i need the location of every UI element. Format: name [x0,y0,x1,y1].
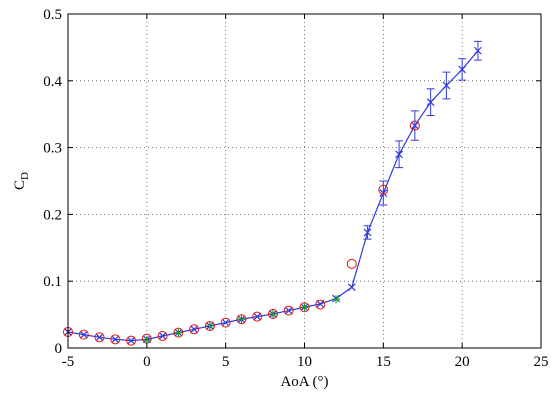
x-tick-label: 10 [297,354,312,370]
series-1-point [79,330,88,339]
series-2-point [315,299,326,310]
series-1-point [284,306,293,315]
series-2-point [157,330,168,341]
series-1-point [363,228,372,237]
series-1-point [395,150,404,159]
series-1-point [426,98,435,107]
series-3-point [142,335,151,344]
plot-frame [67,13,542,349]
series-3-point [205,321,214,330]
x-tick-label: 0 [143,354,151,370]
series-1-point [347,283,356,292]
series-1-line [67,50,479,342]
series-1-point [458,65,467,74]
series-1-point [95,333,104,342]
series-1-point [442,81,451,90]
series-2-point [299,302,310,313]
series-2-point [78,329,89,340]
series-2-point [346,258,357,269]
series-2-point [220,317,231,328]
y-tick-label: 0.2 [43,207,62,223]
series-3-point [332,295,341,304]
x-tick-label: -5 [62,354,75,370]
series-1 [64,40,482,345]
series-2-point [236,314,247,325]
series-1-point [111,335,120,344]
x-axis-label: AoA (°) [280,374,328,390]
series-1-point [474,46,482,55]
series-1-point [316,299,325,308]
y-tick-label: 0.1 [43,274,62,290]
series-2-point [94,332,105,343]
data-series [63,40,482,346]
series-3-point [300,303,309,312]
x-tick-label: 15 [376,354,391,370]
series-3-point [174,328,183,337]
y-axis-label-subscript: D [19,172,31,180]
series-3-point [268,309,277,318]
series-2-point [378,184,389,195]
y-axis-label-main: C [12,180,28,190]
series-1-point [410,121,419,130]
series-2-point [409,120,420,131]
series-1-point [158,332,167,340]
series-2-point [173,327,184,338]
series-1-point [379,189,388,197]
series-2-point [189,324,200,335]
series-2-point [110,334,121,345]
y-axis-label: CD [12,172,31,190]
series-2-point [283,305,294,316]
series-1-point [127,336,135,345]
series-2-point [126,335,137,346]
series-2-point [267,308,278,319]
x-tick-label: 5 [222,354,230,370]
series-2-point [252,311,263,322]
series-2-point [204,320,215,331]
x-tick-label: 25 [534,354,549,370]
series-1-point [253,312,262,321]
grid-lines [68,14,541,348]
y-tick-label: 0.3 [43,141,62,157]
series-1-point [221,318,230,327]
series-2 [63,120,420,346]
series-1-point [190,325,199,334]
series-3-point [237,315,246,324]
y-tick-label: 0 [55,341,63,357]
y-tick-label: 0.4 [43,74,62,90]
series-3 [142,295,341,344]
x-tick-label: 20 [455,354,470,370]
y-tick-label: 0.5 [43,7,62,23]
